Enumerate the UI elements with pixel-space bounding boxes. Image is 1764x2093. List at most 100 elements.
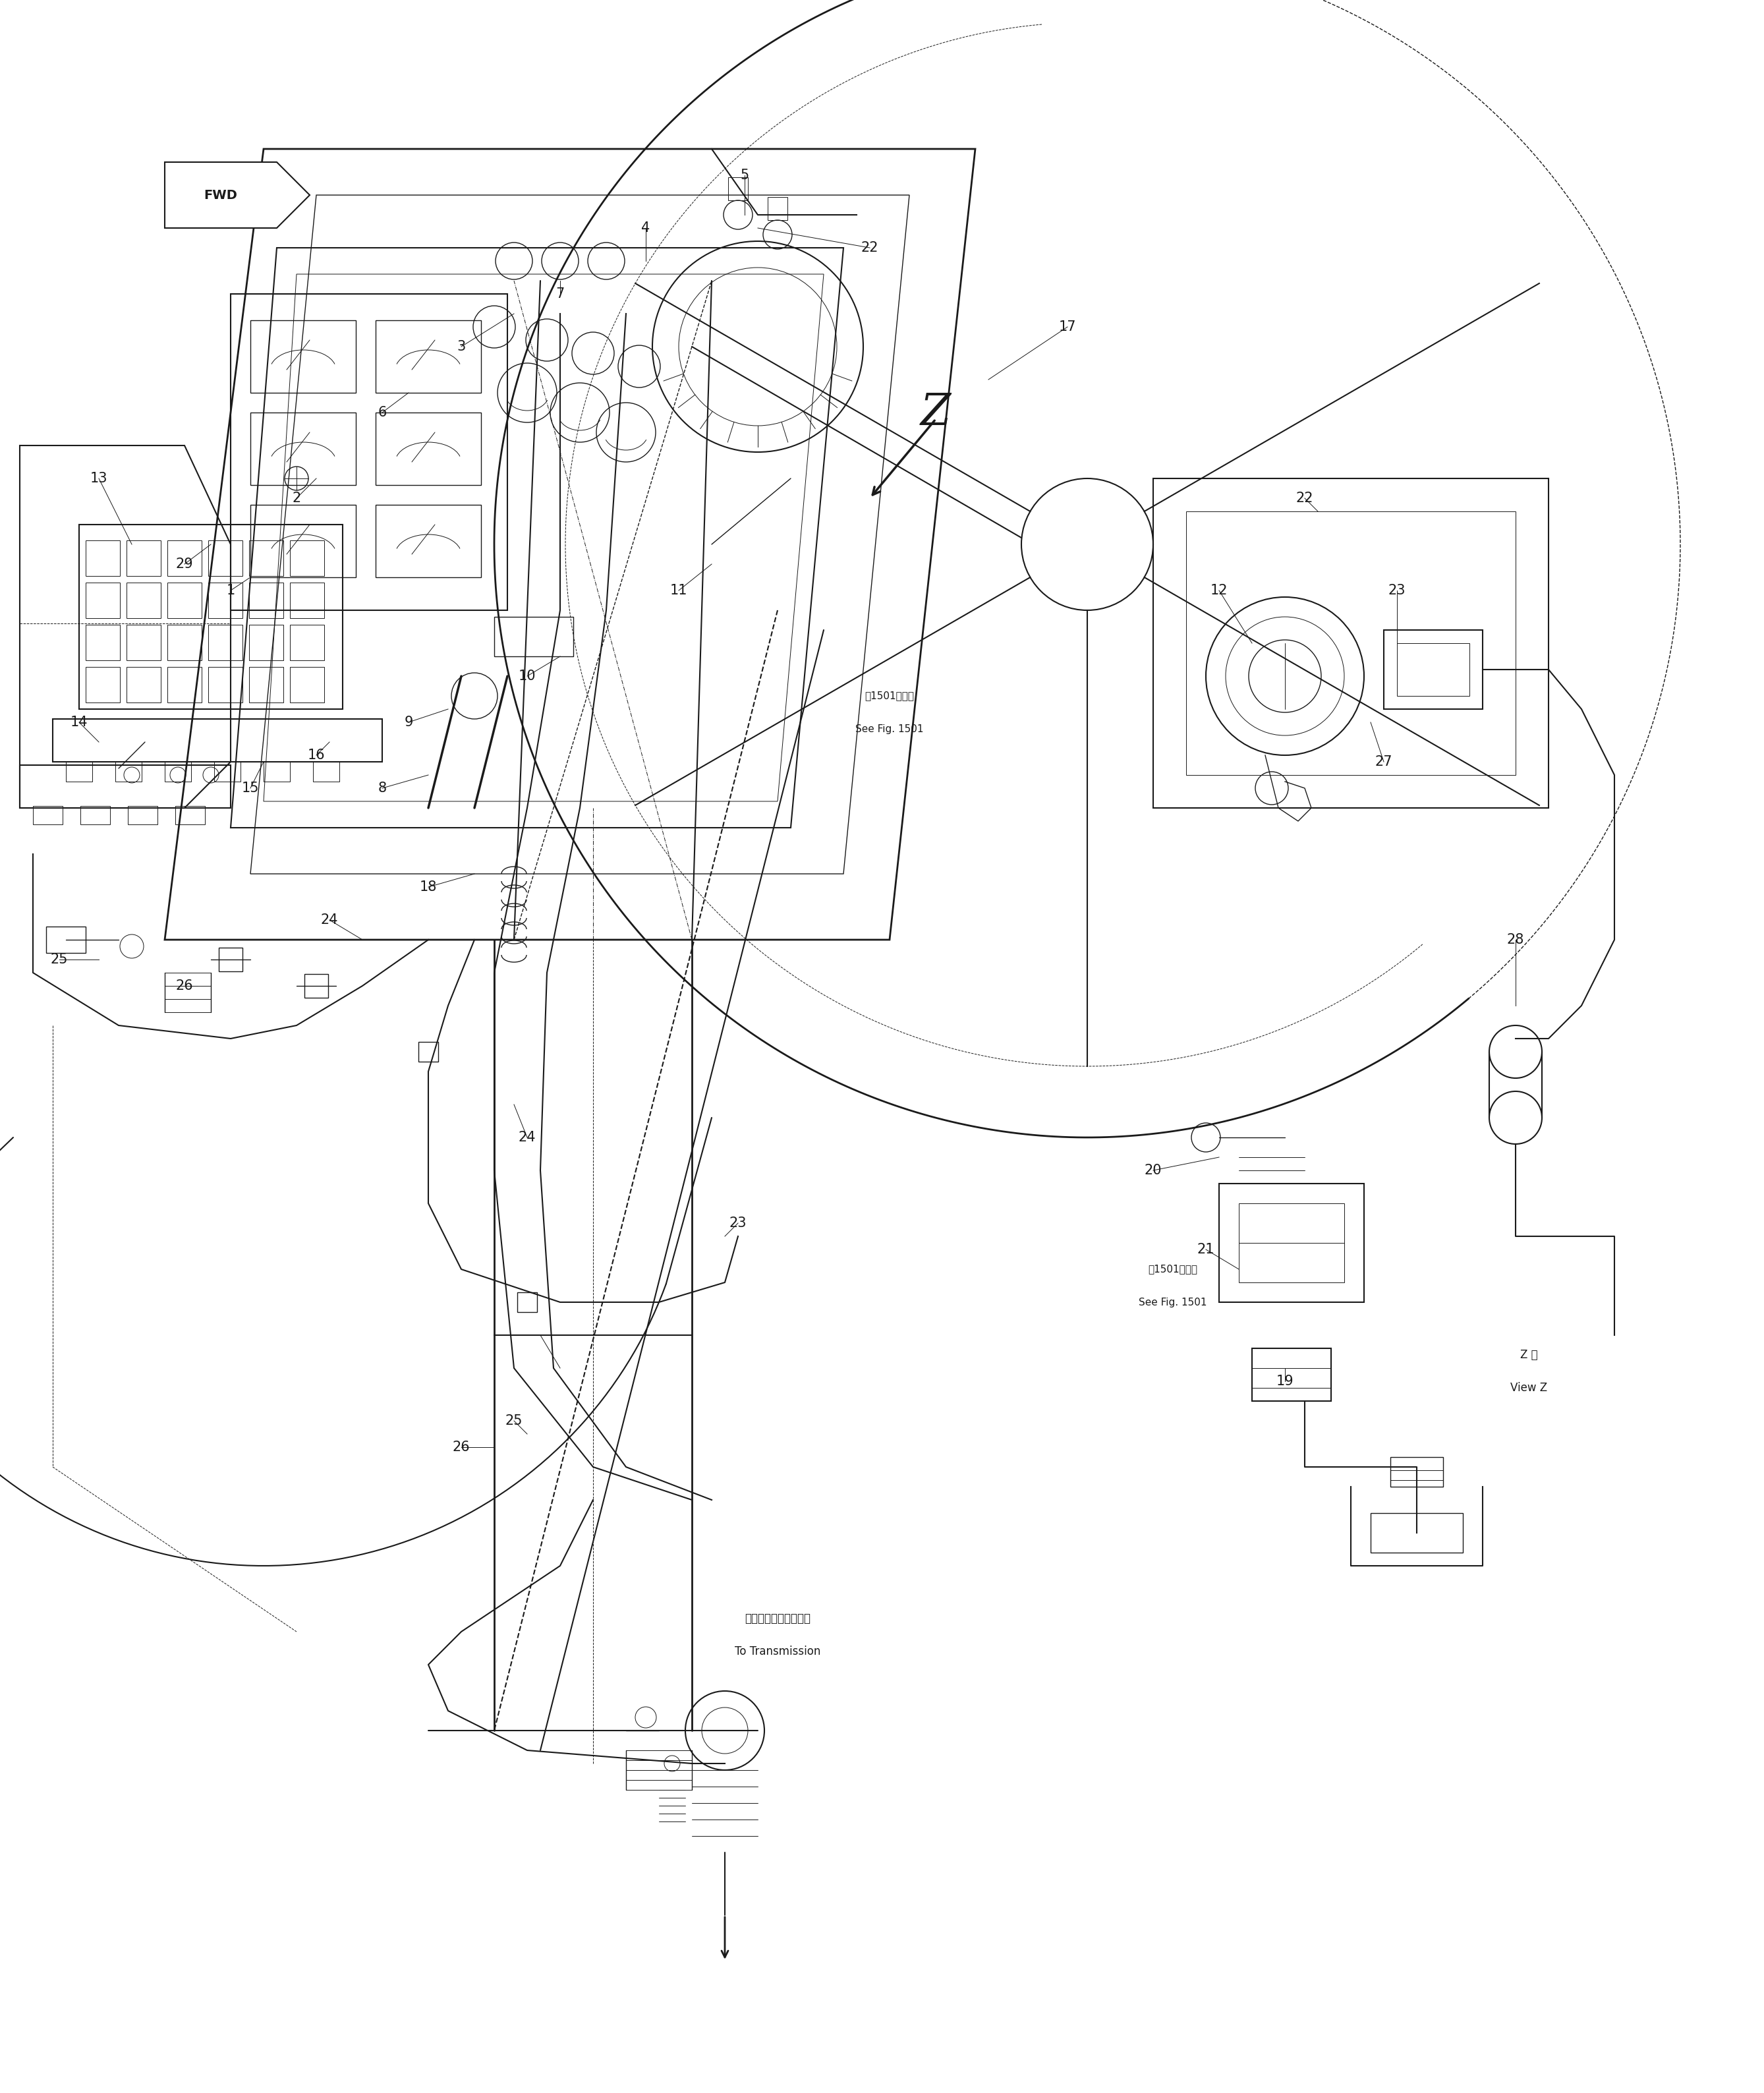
Bar xyxy=(250,412,356,486)
Bar xyxy=(231,293,508,611)
Bar xyxy=(86,624,120,659)
Text: 第1501図参照: 第1501図参照 xyxy=(864,691,914,701)
Bar xyxy=(168,624,201,659)
Bar xyxy=(1238,1203,1344,1283)
Text: 23: 23 xyxy=(729,1216,746,1231)
Bar xyxy=(289,668,325,703)
Bar xyxy=(305,973,328,998)
Bar xyxy=(1371,1513,1462,1553)
Text: 19: 19 xyxy=(1275,1375,1293,1388)
Polygon shape xyxy=(164,161,310,228)
Text: View Z: View Z xyxy=(1510,1381,1547,1394)
Bar xyxy=(312,762,339,781)
Text: 第1501図参照: 第1501図参照 xyxy=(1148,1264,1198,1275)
Text: 12: 12 xyxy=(1210,584,1228,597)
Text: 2: 2 xyxy=(293,492,302,504)
Bar xyxy=(34,806,62,825)
Bar xyxy=(1390,1457,1443,1486)
Bar xyxy=(376,320,482,393)
Text: 17: 17 xyxy=(1058,320,1076,333)
Bar xyxy=(53,720,383,762)
Bar xyxy=(19,766,231,808)
Bar xyxy=(168,540,201,576)
Text: 26: 26 xyxy=(453,1440,469,1455)
Bar xyxy=(164,762,191,781)
Text: 9: 9 xyxy=(404,716,413,728)
Text: 8: 8 xyxy=(377,781,386,795)
Bar xyxy=(115,762,141,781)
Bar xyxy=(127,582,161,617)
Text: 13: 13 xyxy=(90,471,108,486)
Bar xyxy=(168,668,201,703)
Text: Z: Z xyxy=(921,391,951,433)
Bar xyxy=(1219,1183,1364,1302)
Text: 6: 6 xyxy=(377,406,386,419)
Text: 24: 24 xyxy=(321,913,339,927)
Text: FWD: FWD xyxy=(205,188,238,201)
Text: 10: 10 xyxy=(519,670,536,682)
Text: 14: 14 xyxy=(71,716,88,728)
Bar xyxy=(208,582,242,617)
Bar xyxy=(494,617,573,657)
Text: 29: 29 xyxy=(176,557,194,571)
Text: 25: 25 xyxy=(505,1415,522,1427)
Bar xyxy=(86,540,120,576)
Text: Z 視: Z 視 xyxy=(1521,1350,1538,1360)
Bar xyxy=(79,525,342,710)
Bar xyxy=(168,582,201,617)
Bar xyxy=(729,178,748,201)
Text: 11: 11 xyxy=(670,584,688,597)
Text: 27: 27 xyxy=(1376,756,1392,768)
Bar xyxy=(127,624,161,659)
Bar xyxy=(208,668,242,703)
Bar xyxy=(127,540,161,576)
Bar xyxy=(219,948,242,971)
Text: 5: 5 xyxy=(741,170,750,182)
Bar xyxy=(208,624,242,659)
Text: 23: 23 xyxy=(1388,584,1406,597)
Bar xyxy=(249,668,284,703)
Text: 7: 7 xyxy=(556,287,564,301)
Bar xyxy=(1252,1348,1332,1400)
Bar xyxy=(65,762,92,781)
Text: See Fig. 1501: See Fig. 1501 xyxy=(856,724,924,735)
Bar xyxy=(289,582,325,617)
Text: 28: 28 xyxy=(1506,933,1524,946)
Text: 22: 22 xyxy=(861,241,878,255)
Bar xyxy=(250,504,356,578)
Bar xyxy=(289,540,325,576)
Text: 21: 21 xyxy=(1198,1243,1215,1256)
Text: 20: 20 xyxy=(1145,1164,1162,1176)
Bar xyxy=(1397,643,1469,695)
Text: To Transmission: To Transmission xyxy=(734,1645,820,1658)
Text: See Fig. 1501: See Fig. 1501 xyxy=(1140,1298,1207,1308)
Text: 25: 25 xyxy=(51,952,69,967)
Bar xyxy=(289,624,325,659)
Bar xyxy=(86,668,120,703)
Text: 3: 3 xyxy=(457,339,466,354)
Bar xyxy=(46,927,86,952)
Bar xyxy=(208,540,242,576)
Bar xyxy=(175,806,205,825)
Bar xyxy=(263,762,289,781)
Bar xyxy=(376,504,482,578)
Bar xyxy=(86,582,120,617)
Text: 24: 24 xyxy=(519,1130,536,1145)
Text: 15: 15 xyxy=(242,781,259,795)
Bar xyxy=(249,624,284,659)
Bar xyxy=(127,806,157,825)
Bar xyxy=(213,762,240,781)
Bar xyxy=(376,412,482,486)
Bar xyxy=(767,197,787,220)
Text: 18: 18 xyxy=(420,881,437,894)
Bar xyxy=(517,1291,536,1312)
Bar xyxy=(1383,630,1482,710)
Text: 1: 1 xyxy=(226,584,235,597)
Text: 26: 26 xyxy=(176,980,194,992)
Bar xyxy=(81,806,109,825)
Bar xyxy=(127,668,161,703)
Text: トランスミッションへ: トランスミッションへ xyxy=(744,1612,810,1624)
Bar xyxy=(418,1042,437,1061)
Bar xyxy=(250,320,356,393)
Bar xyxy=(249,540,284,576)
